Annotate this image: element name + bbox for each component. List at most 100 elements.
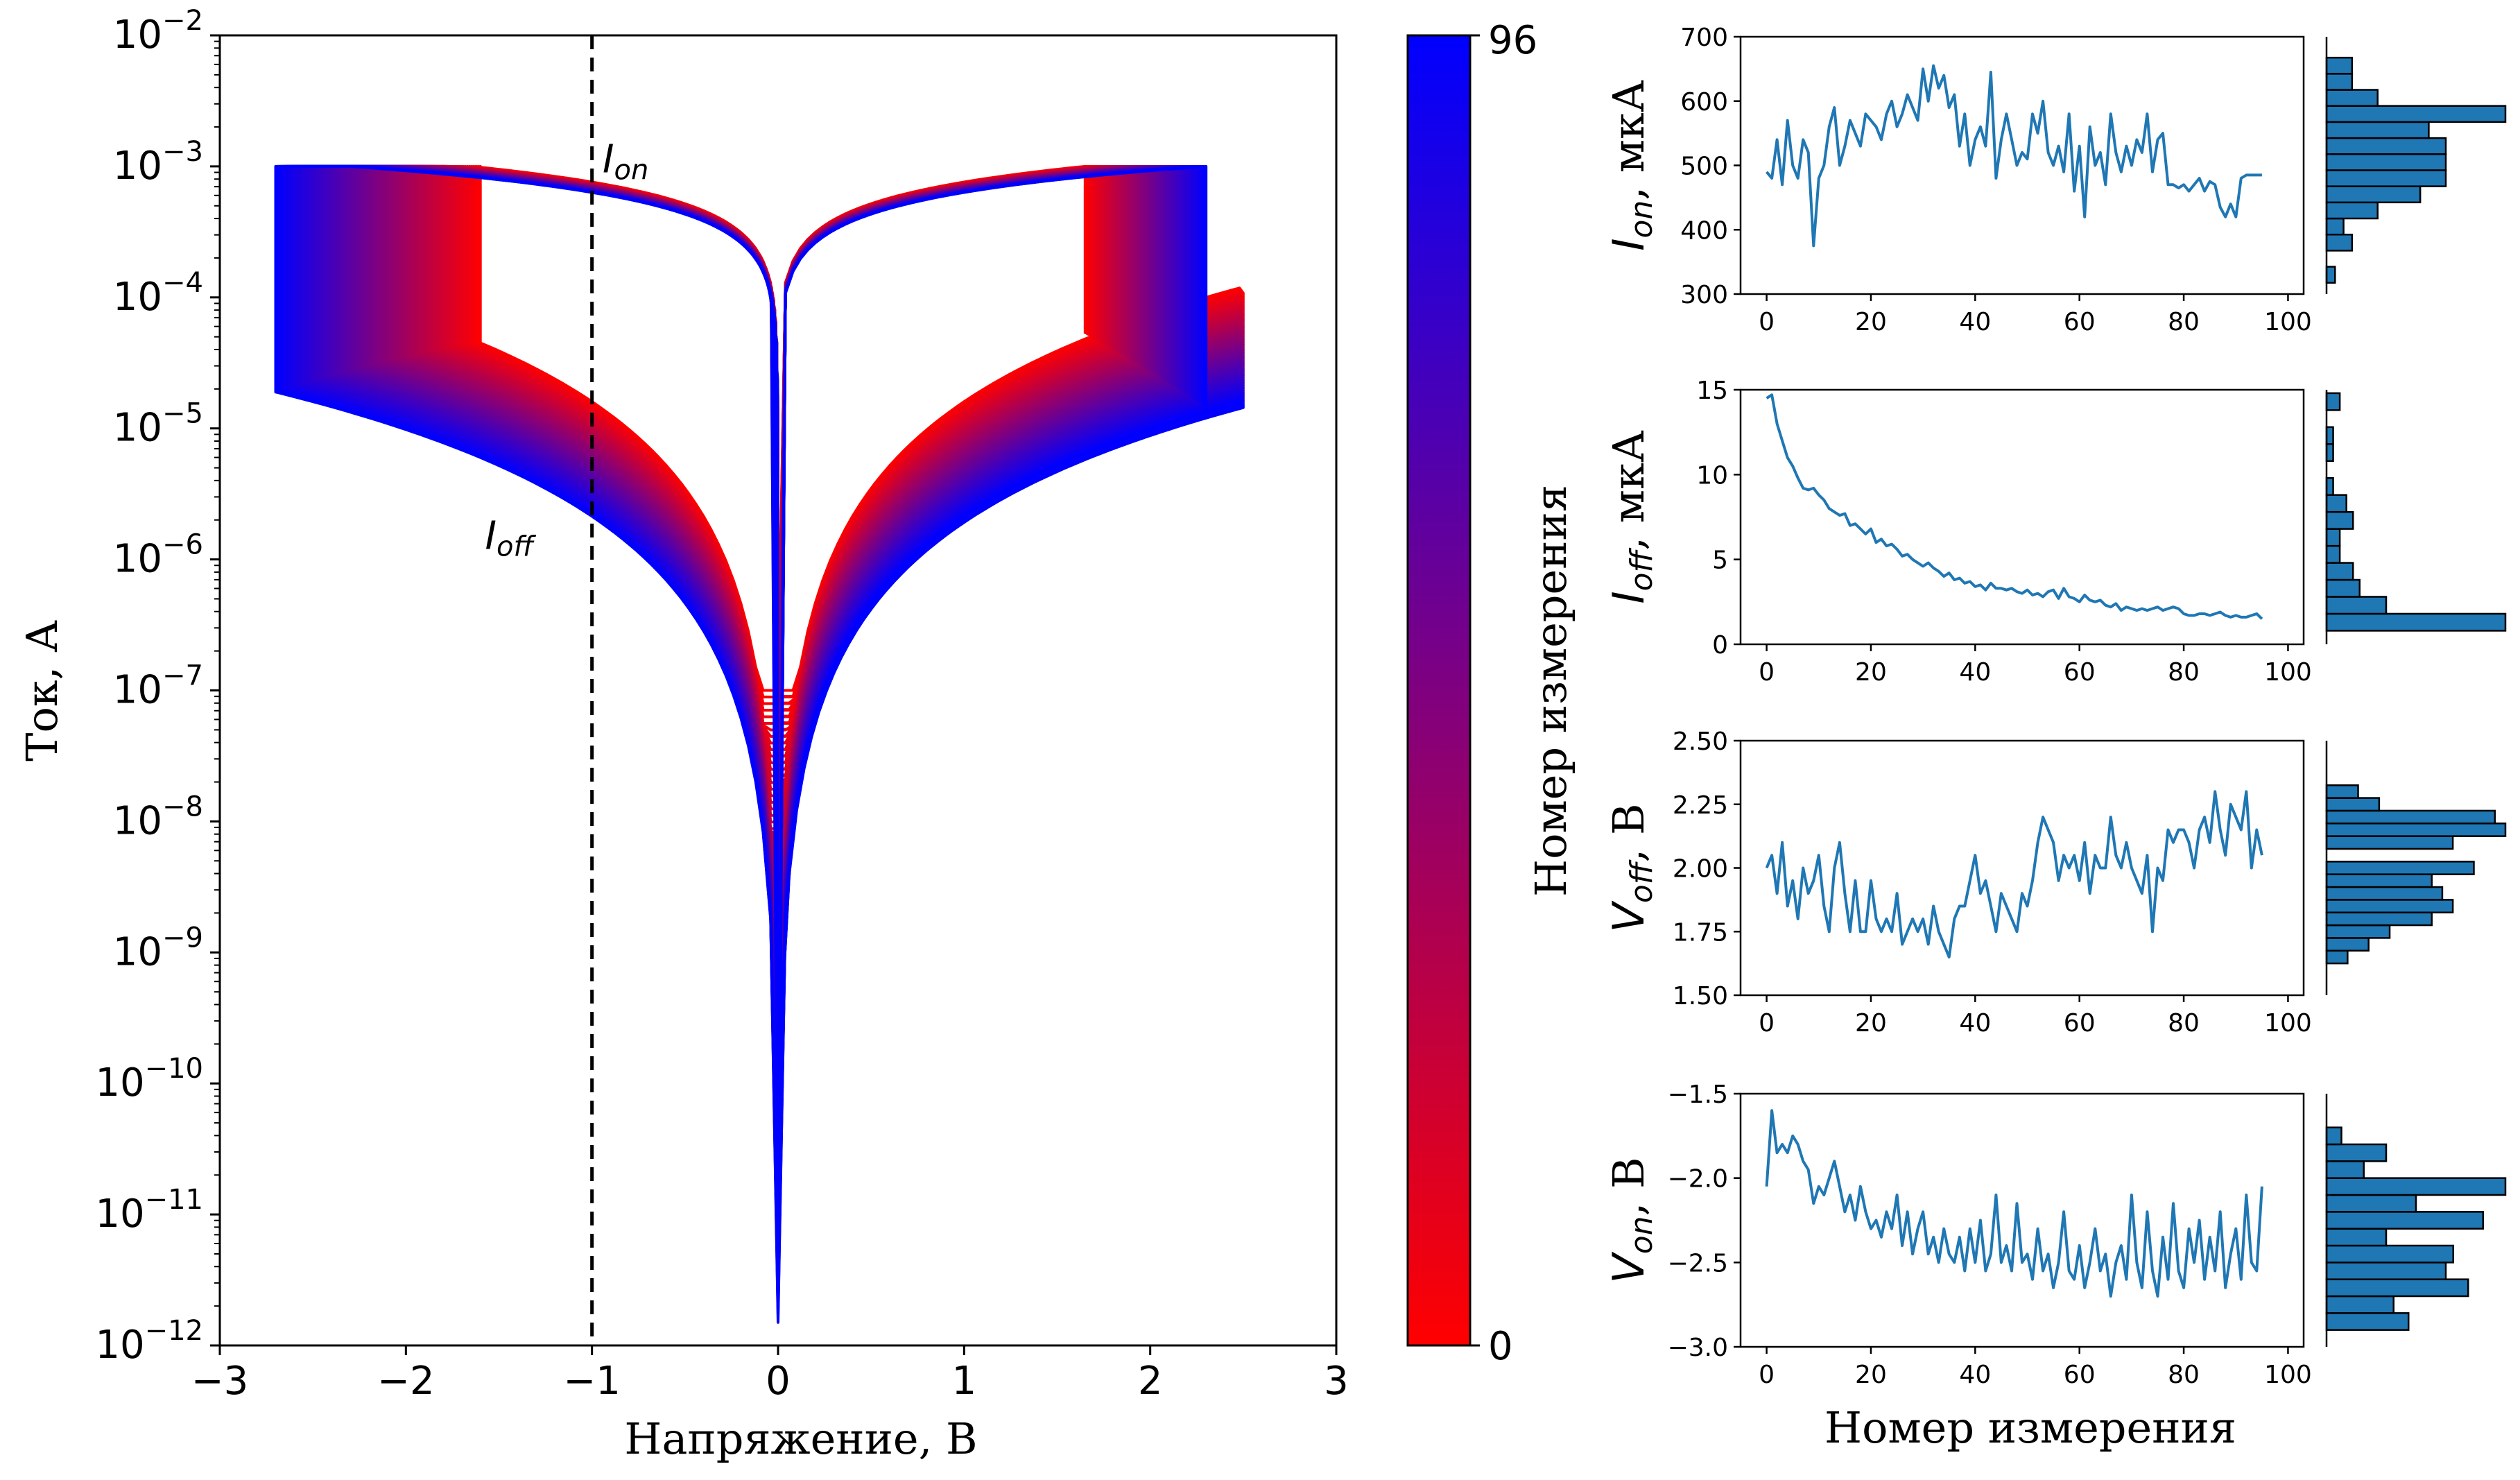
panel-ioff-x-tick-label-5: 100: [2264, 658, 2312, 687]
iv-x-tick-label-4: 1: [952, 1359, 977, 1404]
panel-voff-x-tick-label-3: 60: [2064, 1009, 2096, 1038]
panel-voff: 0 20 40 60 80 100 1.50 1.75 2.00 2.25 2.50 Voff, В: [1603, 728, 2507, 1038]
panel-von: 0 20 40 60 80 100 −3.0 −2.5 −2.0 −1.5 Von, В: [1603, 1081, 2507, 1389]
panel-voff-hist-bar-3: [2325, 911, 2433, 927]
panel-von-y-tick-label-2: −2.0: [1668, 1165, 1728, 1194]
panel-ioff-y-tick-label-0: 0: [1712, 631, 1728, 660]
panel-voff-hist-bar-4: [2325, 899, 2454, 913]
panel-ion-hist-bar-6: [2325, 169, 2447, 187]
annotation-ioff-base: I: [485, 514, 497, 559]
iv-y-tick-label-4: 10−8: [113, 791, 203, 843]
colorbar-gradient: [1408, 35, 1470, 1345]
iv-y-axis-label: Ток, А: [17, 620, 67, 761]
annotation-ioff-sub: off: [497, 531, 536, 563]
iv-y-tick-label-2: 10−10: [95, 1053, 203, 1105]
panel-von-series: [1765, 1109, 2263, 1298]
panel-voff-hist-bar-12: [2325, 797, 2381, 812]
panel-von-hist-bar-7: [2325, 1194, 2417, 1213]
panel-ioff-x-tick-label-2: 40: [1959, 658, 1991, 687]
panel-von-hist-bar-11: [2325, 1126, 2342, 1146]
panel-voff-x-tick-label-2: 40: [1959, 1009, 1991, 1038]
panel-von-hist-bar-2: [2325, 1278, 2469, 1298]
panel-von-frame: [1739, 1092, 2305, 1348]
panel-ioff-series: [1766, 393, 2263, 620]
panel-ion-hist-bar-0: [2325, 266, 2336, 284]
panel-ioff-hist-bar-3: [2325, 562, 2354, 581]
iv-x-tick-label-0: −3: [191, 1359, 249, 1404]
panel-ion-series: [1766, 64, 2262, 248]
panel-voff-hist-bar-10: [2325, 823, 2507, 837]
colorbar-frame: [1406, 34, 1472, 1347]
panel-ioff-hist-bar-13: [2325, 392, 2341, 411]
iv-y-tick-label-10: 10−2: [113, 5, 203, 58]
iv-y-tick-label-5: 10−7: [113, 660, 203, 713]
panel-ion-x-tick-label-3: 60: [2064, 308, 2096, 336]
iv-y-tick-label-3: 10−9: [113, 922, 203, 974]
panel-voff-y-tick-label-0: 1.50: [1673, 982, 1728, 1010]
panel-von-hist-bar-4: [2325, 1244, 2454, 1264]
panel-ioff-hist-bar-7: [2325, 494, 2347, 513]
iv-y-tick-label-8: 10−4: [113, 267, 203, 320]
panel-voff-hist-bar-2: [2325, 924, 2391, 939]
panel-von-hist-bar-5: [2325, 1228, 2388, 1247]
iv-y-ticks: 10−12 10−11 10−10 10−9 10−8 10−7 10−6 10−5 10−4 1…: [95, 5, 220, 1368]
panel-ioff-hist-bar-8: [2325, 476, 2334, 496]
panels-x-axis-label: Номер измерения: [1824, 1402, 2236, 1453]
panel-ion-hist-bar-3: [2325, 217, 2345, 236]
annotation-ion-sub: on: [614, 155, 649, 187]
panel-ioff-hist-bar-0: [2325, 612, 2507, 632]
panel-von-x-tick-label-3: 60: [2064, 1361, 2096, 1389]
panel-voff-y-tick-label-3: 2.25: [1673, 791, 1728, 820]
panel-ioff-hist-bar-1: [2325, 596, 2388, 615]
iv-x-ticks: −3 −2 −1 0 1 2 3: [191, 1345, 1349, 1404]
panel-von-x-tick-label-4: 80: [2168, 1361, 2200, 1389]
iv-series-96: [274, 164, 1245, 1324]
panel-voff-series: [1765, 790, 2263, 958]
panel-ioff-x-tick-label-4: 80: [2168, 658, 2200, 687]
panel-ion-y-tick-label-4: 700: [1680, 24, 1728, 52]
panel-ion-x-tick-label-2: 40: [1959, 308, 1991, 336]
panel-voff-hist-bar-0: [2325, 949, 2349, 965]
panel-von-y-axis-label: Von, В: [1603, 1157, 1659, 1283]
panel-ion-hist-bar-2: [2325, 233, 2354, 252]
iv-x-tick-label-3: 0: [766, 1359, 791, 1404]
panel-ion-x-tick-label-5: 100: [2264, 308, 2312, 336]
colorbar: 0 96 Номер измерения: [1406, 18, 1576, 1369]
panel-ion-hist-bar-10: [2325, 105, 2507, 123]
panel-von-y-tick-label-3: −1.5: [1668, 1081, 1728, 1109]
iv-x-tick-label-6: 3: [1324, 1359, 1349, 1404]
iv-x-tick-label-2: −1: [563, 1359, 621, 1404]
panel-von-x-tick-label-1: 20: [1855, 1361, 1887, 1389]
iv-x-tick-label-1: −2: [377, 1359, 435, 1404]
panel-von-hist-bar-0: [2325, 1312, 2410, 1331]
panel-voff-hist-bar-7: [2325, 861, 2475, 875]
colorbar-tick-label-0: 0: [1488, 1324, 1513, 1369]
panel-voff-hist-bar-9: [2325, 835, 2454, 850]
panel-voff-frame: [1739, 739, 2305, 997]
iv-curves: [274, 164, 1245, 1324]
panel-voff-y-tick-label-2: 2.00: [1673, 855, 1728, 884]
panel-voff-x-tick-label-0: 0: [1759, 1009, 1775, 1038]
annotation-ioff: Ioff: [485, 514, 537, 563]
colorbar-tick-label-96: 96: [1488, 18, 1537, 63]
iv-y-tick-label-0: 10−12: [95, 1315, 203, 1368]
panel-ion-hist-bar-11: [2325, 89, 2379, 107]
panel-von-hist-bar-6: [2325, 1211, 2484, 1230]
panel-ioff-y-tick-label-3: 15: [1696, 377, 1728, 405]
panel-ioff-x-tick-label-3: 60: [2064, 658, 2096, 687]
panel-ion-y-tick-label-3: 600: [1680, 88, 1728, 117]
panel-ion-y-tick-label-0: 300: [1680, 281, 1728, 309]
panel-ion-x-tick-label-0: 0: [1759, 308, 1775, 336]
panel-ioff-hist-bar-6: [2325, 510, 2354, 530]
iv-series-28: [419, 164, 1245, 882]
panel-von-y-tick-label-1: −2.5: [1668, 1249, 1728, 1277]
panel-von-x-tick-label-2: 40: [1959, 1361, 1991, 1389]
panel-von-hist-bar-8: [2325, 1177, 2507, 1196]
panel-ion-hist-bar-5: [2325, 185, 2422, 204]
panel-ioff-x-tick-label-1: 20: [1855, 658, 1887, 687]
panel-ioff-y-tick-label-1: 5: [1712, 547, 1728, 575]
panel-voff-x-tick-label-5: 100: [2264, 1009, 2312, 1038]
panel-ioff-x-tick-label-0: 0: [1759, 658, 1775, 687]
panel-ioff: 0 20 40 60 80 100 0 5 10 15 Ioff, мкА: [1603, 377, 2507, 687]
